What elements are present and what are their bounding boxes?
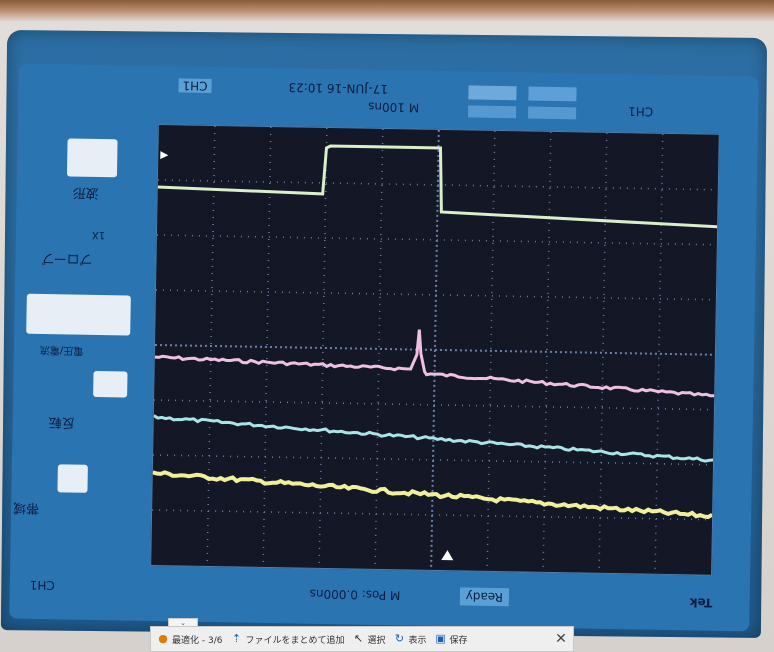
- graticule: [150, 124, 720, 576]
- trigger-label: CH1: [178, 78, 212, 93]
- menu-label: 電圧/電流: [39, 343, 84, 356]
- grid-line: [153, 454, 714, 466]
- rotate-icon: ↻: [394, 632, 405, 645]
- channel-label: CH1: [29, 577, 55, 593]
- taskbar-handle[interactable]: ⌄: [168, 618, 198, 627]
- readout-block: [468, 85, 517, 101]
- horizontal-position: M Pos: 0.000ns: [309, 586, 401, 603]
- ch4-trace: [152, 470, 714, 520]
- grid-line: [156, 234, 717, 246]
- side-menu: 波形 1X プローブ 電圧/電流 反転 帯域: [13, 124, 133, 556]
- grid-line: [154, 399, 714, 411]
- trigger-position-marker: [441, 550, 454, 561]
- readout-block: [468, 105, 517, 119]
- timebase-readout: M 100ns: [368, 99, 420, 115]
- cursor-icon: ↖: [353, 632, 364, 645]
- save-icon: ▣: [435, 632, 446, 645]
- ready-badge: Ready: [459, 587, 510, 607]
- toolbar-item-optimize[interactable]: ● 最適化 - 3/6: [158, 632, 223, 646]
- menu-label: 1X: [91, 228, 106, 241]
- bottom-status-strip: CH1 M Pos: 0.000ns Ready Tek: [30, 576, 740, 627]
- oscilloscope-screen: CH1 17-JUN-16 10:23 M 100ns CH1 波形 1X プロ…: [9, 63, 759, 632]
- menu-softkey-3[interactable]: [93, 370, 128, 398]
- ch1-ground-marker: [160, 151, 169, 160]
- orange-dot-icon: ●: [158, 632, 168, 645]
- ch1-trace: [157, 144, 718, 229]
- readout-block: [528, 106, 577, 120]
- grid-line: [157, 179, 718, 191]
- toolbar-item-save[interactable]: ▣ 保存: [435, 632, 468, 646]
- toolbar-item-add-files[interactable]: ⇡ ファイルをまとめて追加: [231, 632, 345, 646]
- grid-line: [152, 509, 713, 521]
- photo-viewer-toolbar: ● 最適化 - 3/6 ⇡ ファイルをまとめて追加 ↖ 選択 ↻ 表示 ▣ 保存…: [150, 626, 574, 652]
- ch1-readout: CH1: [628, 104, 654, 119]
- date-time-readout: 17-JUN-16 10:23: [288, 80, 389, 97]
- graticule-grid: [152, 126, 718, 574]
- menu-label: 反転: [48, 414, 75, 430]
- menu-softkey-4[interactable]: [57, 464, 88, 493]
- ch3-trace: [152, 414, 714, 463]
- toolbar-item-select[interactable]: ↖ 選択: [353, 632, 386, 646]
- toolbar-item-view[interactable]: ↻ 表示: [394, 632, 427, 646]
- ch2-trace: [154, 329, 715, 398]
- close-icon[interactable]: ✕: [555, 631, 567, 647]
- menu-label: プローブ: [41, 250, 93, 266]
- menu-label: 帯域: [13, 499, 40, 516]
- menu-label: 波形: [72, 184, 99, 200]
- grid-line: [155, 289, 716, 301]
- brand-logo: Tek: [689, 595, 713, 610]
- waveform-display: [152, 126, 718, 574]
- menu-softkey-1[interactable]: [66, 138, 118, 178]
- readout-block: [528, 86, 577, 102]
- status-strip: CH1 17-JUN-16 10:23 M 100ns CH1: [168, 74, 729, 130]
- grid-line: [154, 344, 715, 356]
- menu-softkey-2[interactable]: [26, 293, 131, 336]
- upload-arrow-icon: ⇡: [231, 632, 242, 645]
